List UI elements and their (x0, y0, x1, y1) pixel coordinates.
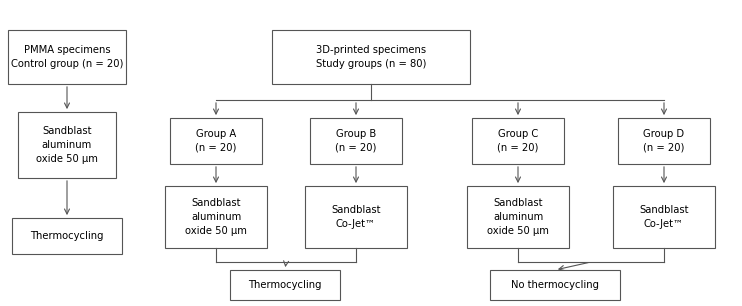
Text: Group D
(n = 20): Group D (n = 20) (643, 129, 685, 153)
Text: Thermocycling: Thermocycling (30, 231, 104, 241)
Text: Sandblast
Co-Jet™: Sandblast Co-Jet™ (331, 205, 381, 229)
FancyBboxPatch shape (12, 218, 122, 254)
FancyBboxPatch shape (613, 186, 715, 248)
Text: Thermocycling: Thermocycling (249, 280, 322, 290)
Text: Sandblast
Co-Jet™: Sandblast Co-Jet™ (640, 205, 689, 229)
FancyBboxPatch shape (490, 270, 620, 300)
Text: Sandblast
aluminum
oxide 50 μm: Sandblast aluminum oxide 50 μm (487, 198, 549, 236)
FancyBboxPatch shape (165, 186, 267, 248)
Text: Sandblast
aluminum
oxide 50 μm: Sandblast aluminum oxide 50 μm (185, 198, 247, 236)
FancyBboxPatch shape (472, 118, 564, 164)
FancyBboxPatch shape (305, 186, 407, 248)
Text: Group A
(n = 20): Group A (n = 20) (195, 129, 237, 153)
FancyBboxPatch shape (170, 118, 262, 164)
FancyBboxPatch shape (8, 30, 126, 84)
FancyBboxPatch shape (467, 186, 569, 248)
FancyBboxPatch shape (310, 118, 402, 164)
FancyBboxPatch shape (230, 270, 340, 300)
Text: 3D-printed specimens
Study groups (n = 80): 3D-printed specimens Study groups (n = 8… (316, 45, 426, 69)
Text: PMMA specimens
Control group (n = 20): PMMA specimens Control group (n = 20) (11, 45, 123, 69)
Text: Sandblast
aluminum
oxide 50 μm: Sandblast aluminum oxide 50 μm (36, 126, 98, 164)
FancyBboxPatch shape (272, 30, 470, 84)
Text: Group B
(n = 20): Group B (n = 20) (335, 129, 377, 153)
FancyBboxPatch shape (618, 118, 710, 164)
Text: Group C
(n = 20): Group C (n = 20) (497, 129, 539, 153)
FancyBboxPatch shape (18, 112, 116, 178)
Text: No thermocycling: No thermocycling (511, 280, 599, 290)
